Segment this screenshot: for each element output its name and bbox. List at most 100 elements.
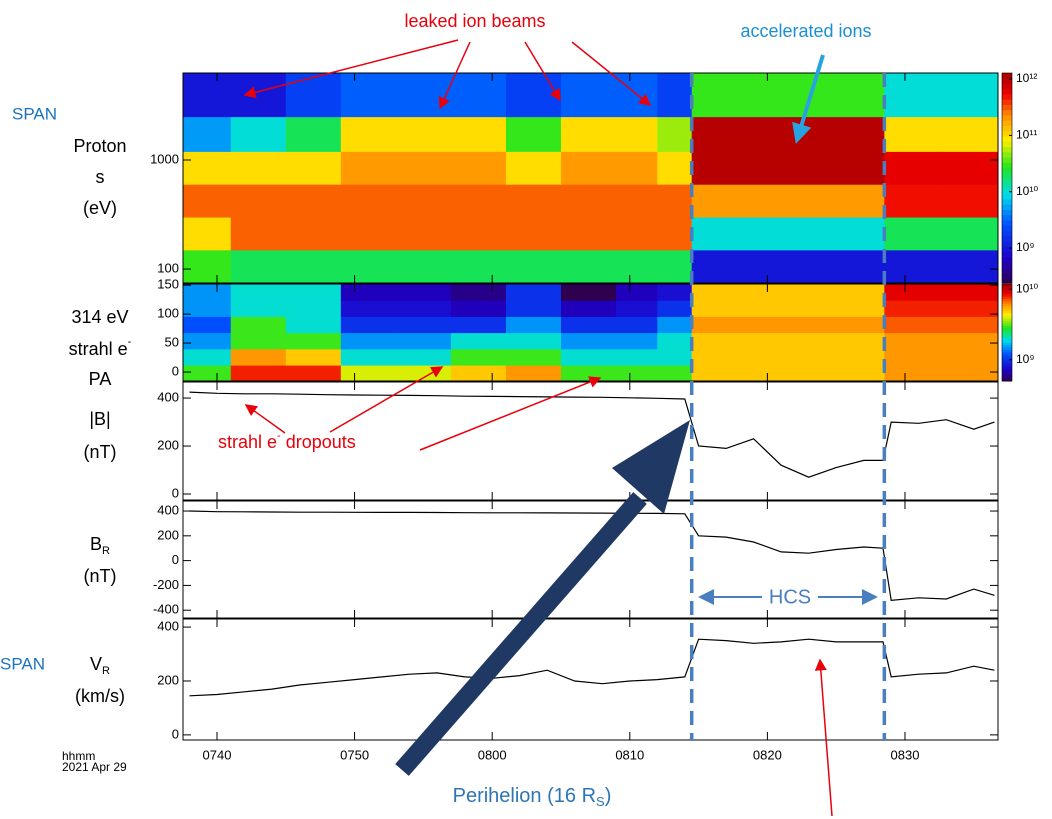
colorbar-tick-label: 10⁹: [1016, 352, 1035, 366]
cell: [286, 151, 342, 184]
cell: [754, 151, 823, 184]
arrow-shaft: [402, 498, 640, 770]
cell: [939, 151, 999, 184]
cell: [341, 284, 397, 301]
annotation-text: ): [605, 785, 612, 807]
cell: [231, 365, 287, 381]
y-label-sub: R: [102, 665, 110, 677]
colorbar-step: [1002, 284, 1012, 287]
panel: 10¹⁰10⁹050100150314 eVstrahl e-PA: [69, 277, 1039, 389]
cell: [561, 117, 617, 152]
annotation-sub: S: [596, 794, 605, 809]
y-tick-label: 200: [157, 437, 179, 452]
y-tick-label: 400: [157, 619, 179, 634]
cell: [561, 284, 617, 301]
colorbar-step: [1002, 241, 1012, 247]
cell: [506, 250, 562, 284]
cell: [183, 333, 232, 350]
x-tick-label: 0740: [203, 747, 232, 762]
cell: [692, 316, 754, 333]
cell: [616, 349, 658, 366]
cell: [822, 151, 884, 184]
cell: [231, 250, 287, 284]
y-label: (nT): [84, 566, 117, 586]
cell: [183, 349, 232, 366]
cell: [183, 284, 232, 301]
perihelion-arrow: [402, 420, 690, 770]
cell: [231, 284, 287, 301]
cell: [822, 250, 884, 284]
cell: [939, 217, 999, 250]
cell: [286, 250, 342, 284]
cell: [939, 365, 999, 381]
x-tick-label: 0830: [891, 747, 920, 762]
cell: [506, 349, 562, 366]
cell: [561, 365, 617, 381]
y-label-text: (eV): [83, 198, 117, 218]
cell: [754, 300, 823, 317]
cell: [754, 349, 823, 366]
y-label: s: [96, 167, 105, 187]
annotation: HCS: [769, 586, 811, 608]
cell: [616, 365, 658, 381]
cell: [286, 217, 342, 250]
colorbar-step: [1002, 173, 1012, 179]
colorbar-tick-label: 10¹²: [1016, 71, 1037, 85]
cell: [939, 73, 999, 117]
cell: [451, 365, 507, 381]
cell: [183, 117, 232, 152]
x-tick-label: 0810: [615, 747, 644, 762]
colorbar-step: [1002, 84, 1012, 90]
cell: [754, 365, 823, 381]
cell: [754, 284, 823, 301]
cell: [231, 184, 287, 217]
cell: [822, 73, 884, 117]
cell: [451, 250, 507, 284]
cell: [183, 217, 232, 250]
cell: [657, 117, 692, 152]
cell: [692, 365, 754, 381]
cell: [396, 316, 452, 333]
cell: [884, 300, 940, 317]
cell: [939, 316, 999, 333]
cell: [657, 217, 692, 250]
arrow: [820, 660, 832, 816]
cell: [657, 365, 692, 381]
cell: [561, 73, 617, 117]
colorbar-step: [1002, 210, 1012, 216]
cell: [183, 151, 232, 184]
cell: [341, 117, 397, 152]
colorbar-step: [1002, 73, 1012, 79]
cell: [939, 117, 999, 152]
y-tick-label: -400: [153, 602, 179, 617]
cell: [657, 316, 692, 333]
x-tick-label: 0750: [340, 747, 369, 762]
cell: [692, 250, 754, 284]
colorbar-step: [1002, 220, 1012, 226]
cell: [231, 217, 287, 250]
cell: [506, 217, 562, 250]
cell: [506, 117, 562, 152]
cell: [451, 300, 507, 317]
y-label: |B|: [89, 409, 110, 429]
cell: [939, 349, 999, 366]
cell: [939, 250, 999, 284]
colorbar-step: [1002, 157, 1012, 163]
cell: [341, 250, 397, 284]
colorbar-step: [1002, 231, 1012, 237]
cell: [506, 365, 562, 381]
cell: [506, 284, 562, 301]
cell: [616, 284, 658, 301]
cell: [396, 300, 452, 317]
colorbar-step: [1002, 168, 1012, 174]
cell: [754, 117, 823, 152]
cell: [884, 151, 940, 184]
cell: [451, 117, 507, 152]
figure: 10¹²10¹¹10¹⁰10⁹1001000Protons(eV)SPAN10¹…: [0, 0, 1052, 819]
cell: [286, 184, 342, 217]
y-label-text: PA: [89, 369, 112, 389]
cell: [451, 349, 507, 366]
y-tick-label: 1000: [150, 151, 179, 166]
cell: [183, 184, 232, 217]
y-label-text: (km/s): [75, 686, 125, 706]
